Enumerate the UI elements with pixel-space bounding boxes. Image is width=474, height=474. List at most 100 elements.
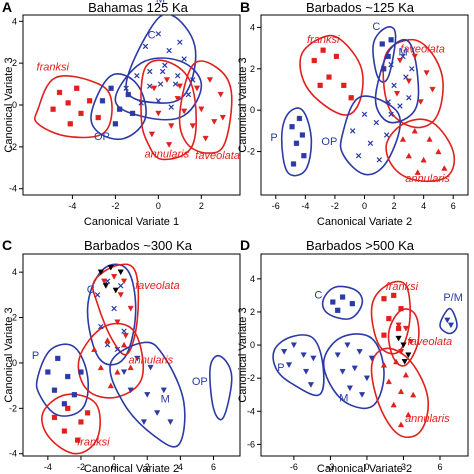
- point-c: [168, 104, 174, 110]
- point-op: [361, 111, 368, 118]
- point-faveolata: [111, 274, 118, 280]
- point-annularis: [114, 368, 121, 375]
- point-faveolata: [211, 119, 218, 125]
- point-m: [363, 375, 371, 382]
- panel-title: Bahamas 125 Ka: [88, 0, 189, 15]
- point-franksi: [381, 332, 387, 338]
- hull-m: [125, 15, 197, 104]
- point-p: [78, 369, 84, 375]
- point-black: [97, 269, 104, 276]
- panel-d: D Barbados >500 Ka -6 -3 0 3 6 -6 -4 -2 0 2 4 Canonic…: [237, 237, 469, 474]
- plot-area: [35, 263, 233, 455]
- x-tick-label: 6: [437, 462, 442, 472]
- point-faveolata: [127, 305, 134, 312]
- point-c: [147, 83, 153, 89]
- point-m: [155, 31, 162, 37]
- y-tick-label: -2: [247, 373, 255, 383]
- point-op: [125, 91, 131, 98]
- point-c: [121, 328, 127, 334]
- point-faveolata: [217, 91, 224, 98]
- panel-letter: D: [240, 237, 250, 253]
- point-c: [330, 299, 336, 305]
- x-tick-label: 0: [156, 201, 161, 211]
- point-c: [98, 323, 104, 330]
- point-annularis: [402, 371, 409, 378]
- point-annularis: [150, 85, 158, 92]
- point-c: [379, 41, 385, 47]
- x-tick-label: 4: [178, 462, 183, 472]
- x-tick-label: 0: [112, 462, 117, 472]
- point-c: [190, 77, 196, 83]
- group-label-franksi: franksi: [37, 62, 70, 74]
- point-op: [388, 111, 394, 118]
- hull-c: [114, 57, 203, 121]
- point-m: [385, 99, 391, 105]
- x-tick-label: 2: [145, 462, 150, 472]
- plot-area: [272, 280, 458, 439]
- group-label-annularis: annularis: [405, 173, 450, 185]
- point-franksi: [398, 306, 404, 312]
- point-annularis: [397, 421, 405, 428]
- point-m: [142, 43, 149, 50]
- y-tick-label: -4: [9, 449, 17, 459]
- point-faveolata: [396, 57, 404, 64]
- point-faveolata: [189, 123, 196, 129]
- y-tick-label: 4: [250, 22, 255, 32]
- point-faveolata: [101, 278, 108, 285]
- point-p: [301, 153, 307, 159]
- point-franksi: [386, 315, 392, 322]
- point-m: [147, 364, 154, 371]
- hull-franksi: [370, 280, 411, 355]
- x-tick-label: 0: [364, 462, 369, 472]
- panel-letter: C: [2, 237, 12, 253]
- y-tick-label: 0: [250, 340, 255, 350]
- y-tick-label: -4: [247, 406, 255, 416]
- point-m: [403, 74, 409, 80]
- point-annularis: [405, 411, 412, 418]
- point-op: [367, 140, 374, 147]
- group-label-m: M: [161, 393, 170, 405]
- point-c: [111, 305, 117, 312]
- plot-area: [34, 15, 233, 161]
- x-tick-label: 6: [211, 462, 216, 472]
- point-franksi: [51, 414, 58, 421]
- point-m: [166, 47, 172, 54]
- hull-franksi: [41, 393, 101, 455]
- point-p: [281, 349, 288, 355]
- point-franksi: [317, 82, 323, 88]
- point-annularis: [155, 110, 162, 117]
- hull-faveolata: [91, 263, 140, 356]
- point-p: [293, 140, 300, 146]
- hull-c: [372, 26, 397, 83]
- point-faveolata: [405, 78, 412, 85]
- point-p: [299, 132, 305, 138]
- point-p: [65, 373, 71, 380]
- group-label-op: OP: [94, 131, 110, 143]
- point-op: [117, 106, 123, 112]
- point-c: [94, 292, 101, 298]
- point-m: [154, 410, 161, 416]
- point-op: [112, 121, 118, 127]
- point-franksi: [61, 428, 68, 434]
- hull-franksi: [299, 34, 364, 116]
- point-c: [172, 81, 179, 87]
- point-faveolata: [429, 86, 436, 93]
- point-c: [114, 346, 121, 353]
- group-label-faveolata: faveolata: [400, 44, 445, 56]
- plot-frame: [260, 14, 469, 196]
- point-black: [117, 269, 124, 276]
- x-tick-label: -4: [301, 201, 309, 211]
- hull-op: [339, 95, 402, 176]
- point-faveolata: [193, 85, 201, 92]
- point-faveolata: [397, 349, 405, 355]
- point-faveolata: [423, 70, 430, 76]
- x-axis-label: Canonical Variate 1: [84, 216, 179, 228]
- point-franksi: [65, 100, 71, 106]
- point-op: [349, 128, 356, 134]
- group-label-p: P: [270, 132, 277, 144]
- point-c: [138, 100, 144, 106]
- point-pm: [447, 322, 455, 329]
- point-franksi: [326, 74, 332, 80]
- point-c: [349, 301, 355, 307]
